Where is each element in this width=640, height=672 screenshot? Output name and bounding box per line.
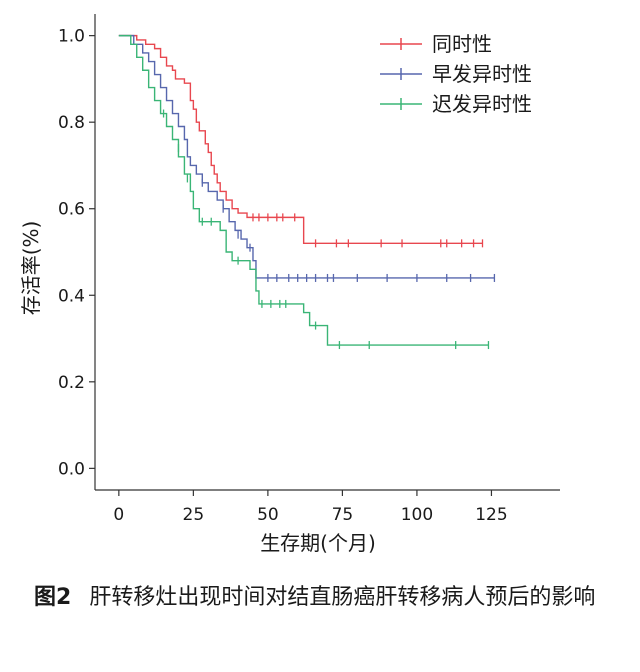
series-3 xyxy=(118,34,490,350)
legend-label: 迟发异时性 xyxy=(432,92,532,116)
x-tick-label: 75 xyxy=(332,505,354,525)
axes: 0.0 0.2 0.4 0.6 0.8 1.0 0 25 50 75 100 125 xyxy=(58,14,560,525)
series-line xyxy=(118,34,483,245)
y-tick-label: 1.0 xyxy=(58,27,85,47)
figure-caption: 图2 肝转移灶出现时间对结直肠癌肝转移病人预后的影响 xyxy=(34,576,614,620)
y-tick-label: 0.0 xyxy=(58,459,85,479)
km-survival-chart: 0.0 0.2 0.4 0.6 0.8 1.0 0 25 50 75 100 125 同时性早发异时性… xyxy=(19,14,560,555)
series-layer xyxy=(118,34,496,350)
caption-text: 肝转移灶出现时间对结直肠癌肝转移病人预后的影响 xyxy=(89,585,596,610)
x-axis-label: 生存期(个月) xyxy=(260,531,376,555)
x-tick-label: 50 xyxy=(257,505,279,525)
series-1 xyxy=(118,34,484,248)
y-axis-label: 存活率(%) xyxy=(19,221,43,316)
y-tick-label: 0.8 xyxy=(58,113,85,133)
x-tick-label: 0 xyxy=(113,505,124,525)
series-2 xyxy=(118,34,496,282)
legend-item-3: 迟发异时性 xyxy=(380,92,532,116)
y-tick-label: 0.4 xyxy=(58,286,85,306)
legend-label: 早发异时性 xyxy=(432,62,532,86)
x-tick-label: 25 xyxy=(183,505,205,525)
y-tick-label: 0.6 xyxy=(58,200,85,220)
series-line xyxy=(118,34,495,279)
series-line xyxy=(118,34,489,346)
x-tick-label: 100 xyxy=(401,505,433,525)
figure-number: 图2 xyxy=(34,585,72,610)
legend-label: 同时性 xyxy=(432,32,492,56)
legend-item-2: 早发异时性 xyxy=(380,62,532,86)
y-tick-label: 0.2 xyxy=(58,373,85,393)
legend-item-1: 同时性 xyxy=(380,32,492,56)
x-tick-label: 125 xyxy=(475,505,507,525)
